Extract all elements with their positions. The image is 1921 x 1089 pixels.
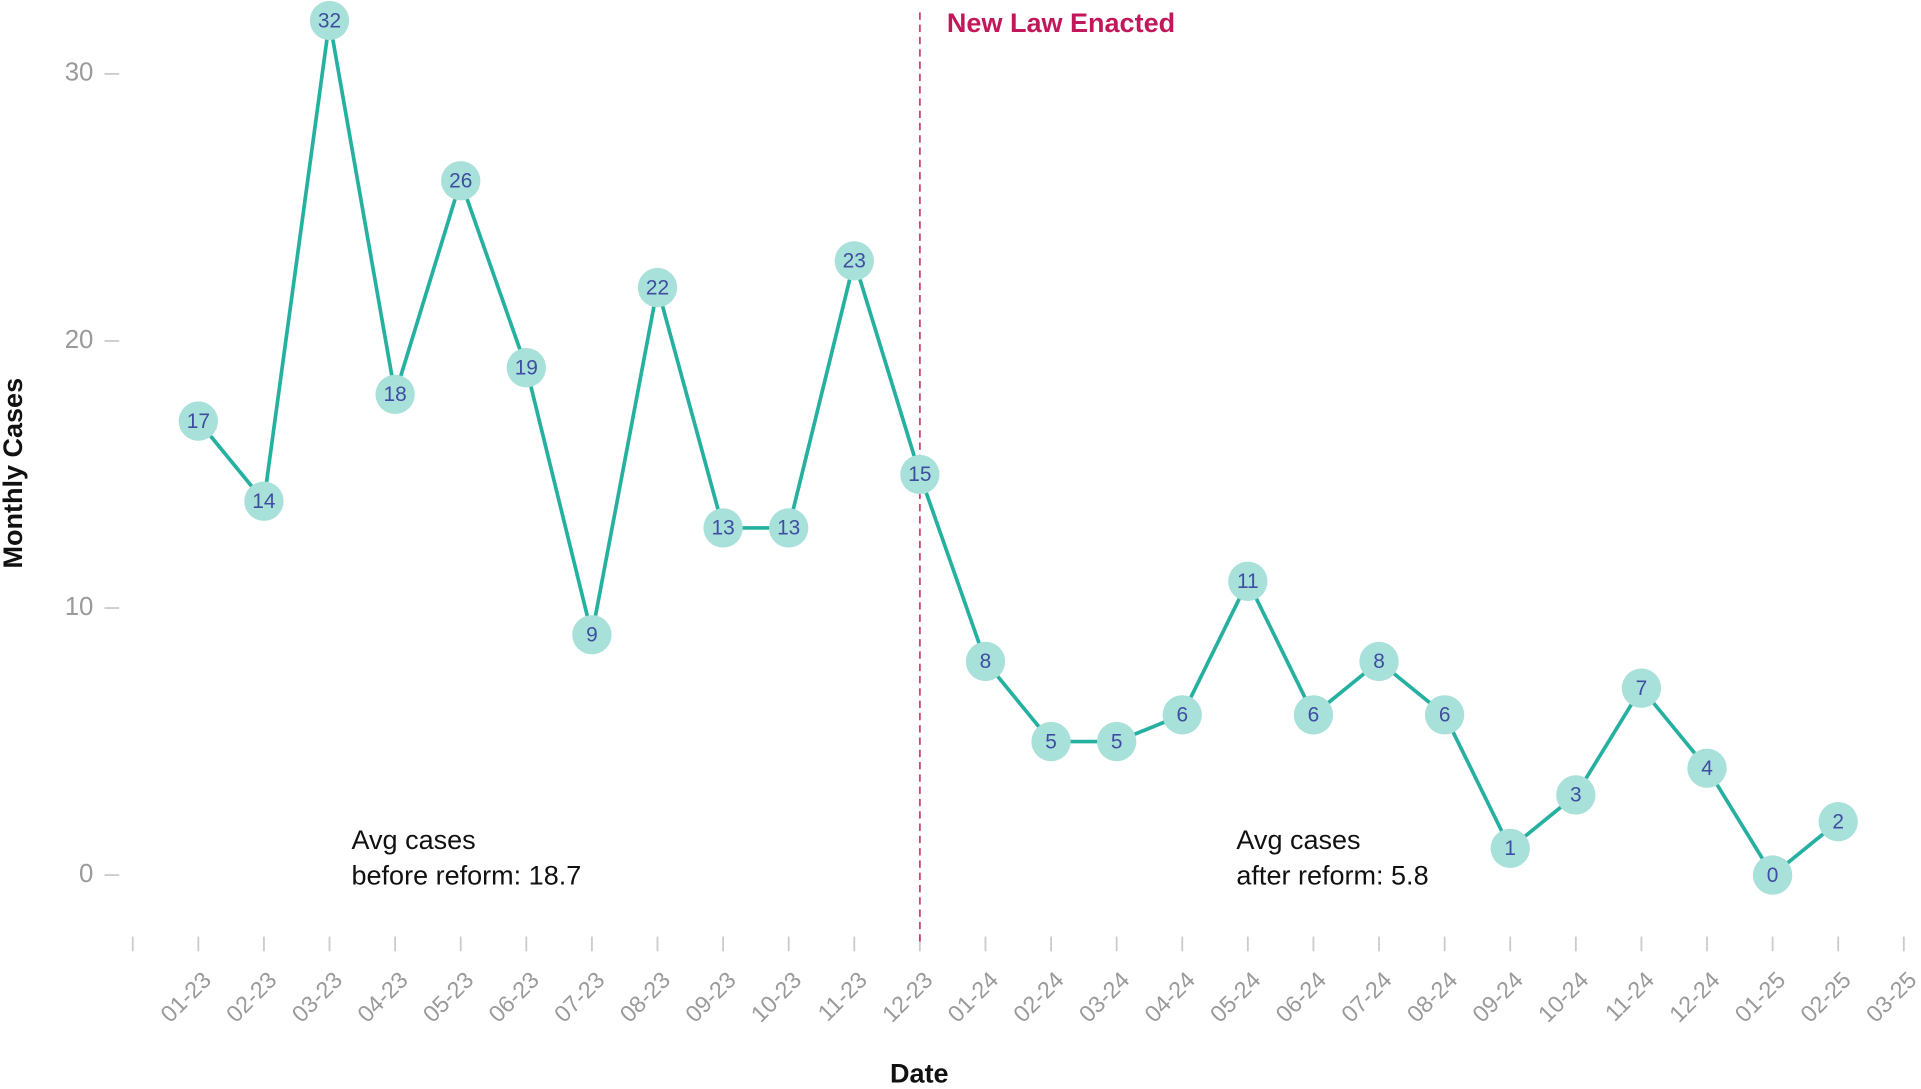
point (834, 241, 874, 281)
point-label: 7 (1636, 677, 1648, 700)
point (1293, 695, 1334, 735)
point (309, 0, 350, 41)
x-tick-label: 03-24 (1074, 967, 1135, 1028)
x-tick-label: 10-23 (746, 967, 807, 1028)
point-label: 19 (515, 356, 538, 379)
x-tick-label: 07-23 (549, 967, 610, 1028)
annotation: after reform: 5.8 (1236, 861, 1428, 891)
point (1752, 855, 1793, 895)
point-label: 6 (1176, 704, 1188, 727)
x-tick-label: 01-23 (155, 967, 216, 1028)
point (703, 508, 743, 548)
annotation: before reform: 18.7 (352, 861, 582, 891)
point (506, 348, 546, 388)
x-tick-label: 02-24 (1008, 967, 1069, 1028)
point (1490, 828, 1530, 869)
point (178, 401, 218, 441)
point-label: 22 (646, 276, 669, 299)
point (1096, 721, 1137, 762)
x-tick-label: 10-24 (1533, 967, 1594, 1028)
x-tick-label: 04-24 (1139, 967, 1200, 1028)
x-tick-label: 08-23 (615, 967, 676, 1028)
annotation: Avg cases (352, 825, 476, 855)
point-label: 5 (1045, 730, 1057, 753)
point-label: 1 (1504, 837, 1516, 860)
point (375, 374, 415, 415)
x-tick-label: 08-24 (1402, 967, 1463, 1028)
x-tick-label: 06-24 (1271, 967, 1332, 1028)
point-label: 18 (383, 383, 406, 406)
point (441, 161, 481, 201)
point-label: 5 (1111, 730, 1123, 753)
point (1687, 748, 1727, 788)
point-label: 14 (252, 490, 275, 513)
x-tick-label: 12-23 (877, 967, 938, 1028)
point-label: 0 (1767, 864, 1779, 887)
point (1228, 561, 1268, 601)
x-tick-label: 03-25 (1861, 967, 1921, 1028)
event-label: New Law Enacted (947, 8, 1175, 38)
point-label: 26 (449, 169, 472, 192)
x-tick-label: 11-24 (1600, 967, 1659, 1026)
point-label: 2 (1832, 810, 1844, 833)
x-tick-label: 07-24 (1336, 967, 1397, 1028)
x-tick-label: 11-23 (813, 967, 872, 1026)
point-label: 9 (586, 623, 598, 646)
point (1818, 802, 1858, 842)
point-label: 11 (1237, 570, 1259, 593)
x-tick-label: 12-24 (1664, 967, 1725, 1028)
x-tick-label: 05-23 (418, 967, 479, 1028)
y-tick-label: 10 (65, 593, 94, 621)
point-label: 6 (1308, 704, 1320, 727)
point-label: 15 (908, 463, 931, 486)
x-tick-label: 09-23 (680, 967, 741, 1028)
point (1556, 775, 1596, 815)
point (965, 641, 1006, 682)
point-label: 8 (1373, 650, 1385, 673)
x-tick-label: 02-25 (1795, 967, 1856, 1028)
x-tick-label: 01-24 (943, 967, 1004, 1028)
point (637, 267, 678, 308)
x-tick-label: 06-23 (483, 967, 544, 1028)
series-line (196, 20, 1840, 878)
x-tick-label: 03-23 (287, 967, 348, 1028)
point (244, 481, 284, 521)
point-label: 13 (711, 517, 734, 540)
x-tick-label: 01-25 (1730, 967, 1791, 1028)
y-tick-label: 0 (79, 860, 93, 888)
point-label: 4 (1701, 757, 1713, 780)
point (1359, 641, 1399, 682)
y-tick-label: 20 (65, 326, 94, 354)
point-label: 32 (318, 9, 341, 32)
annotation: Avg cases (1236, 825, 1360, 855)
point (1162, 695, 1202, 735)
x-axis-title: Date (890, 1059, 949, 1089)
point (769, 508, 809, 548)
y-tick-label: 30 (65, 59, 94, 87)
point-label: 3 (1570, 784, 1582, 807)
point-label: 17 (187, 410, 210, 433)
point (1621, 668, 1662, 708)
x-tick-label: 05-24 (1205, 967, 1266, 1028)
point (1424, 695, 1465, 735)
x-tick-label: 09-24 (1467, 967, 1528, 1028)
point-label: 6 (1439, 704, 1451, 727)
point-label: 13 (777, 517, 800, 540)
x-tick-label: 02-23 (221, 967, 282, 1028)
point (1031, 721, 1071, 762)
x-tick-label: 04-23 (352, 967, 413, 1028)
point-label: 23 (843, 250, 866, 273)
point (900, 454, 940, 495)
y-axis-title: Monthly Cases (0, 378, 28, 569)
point-label: 8 (980, 650, 992, 673)
point (572, 615, 612, 655)
